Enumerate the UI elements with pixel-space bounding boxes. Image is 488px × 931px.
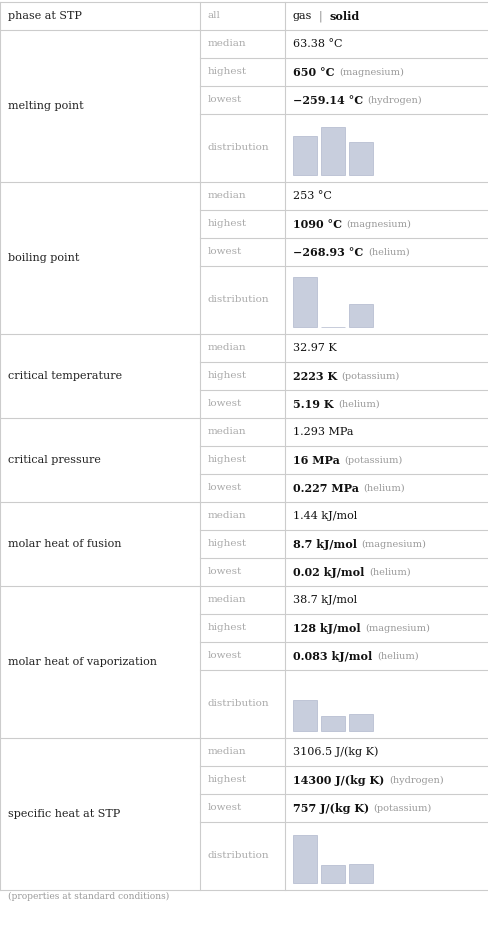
Text: lowest: lowest — [207, 568, 241, 576]
Text: boiling point: boiling point — [8, 253, 79, 263]
Bar — [348, 714, 372, 731]
Text: median: median — [207, 192, 245, 200]
Text: −268.93 °C: −268.93 °C — [292, 247, 362, 258]
Text: median: median — [207, 427, 245, 437]
Text: lowest: lowest — [207, 248, 241, 257]
Text: (helium): (helium) — [368, 568, 410, 576]
Text: 253 °C: 253 °C — [292, 191, 331, 201]
Text: distribution: distribution — [207, 295, 268, 304]
Text: (helium): (helium) — [363, 483, 405, 492]
Text: (magnesium): (magnesium) — [338, 67, 403, 76]
Bar — [292, 700, 316, 731]
Text: (helium): (helium) — [376, 652, 418, 660]
Text: 32.97 K: 32.97 K — [292, 343, 336, 353]
Text: lowest: lowest — [207, 96, 241, 104]
Text: lowest: lowest — [207, 483, 241, 492]
Text: 1.293 MPa: 1.293 MPa — [292, 427, 352, 437]
Text: highest: highest — [207, 68, 246, 76]
Text: (potassium): (potassium) — [373, 803, 431, 813]
Text: lowest: lowest — [207, 652, 241, 660]
Text: median: median — [207, 596, 245, 604]
Text: (helium): (helium) — [367, 248, 408, 257]
Text: critical pressure: critical pressure — [8, 455, 101, 465]
Text: median: median — [207, 748, 245, 757]
Bar — [320, 128, 344, 175]
Text: (magnesium): (magnesium) — [346, 220, 410, 229]
Text: (helium): (helium) — [337, 399, 379, 409]
Text: molar heat of vaporization: molar heat of vaporization — [8, 657, 157, 667]
Text: specific heat at STP: specific heat at STP — [8, 809, 120, 819]
Text: 128 kJ/mol: 128 kJ/mol — [292, 623, 360, 633]
Text: (properties at standard conditions): (properties at standard conditions) — [8, 892, 169, 901]
Text: −259.14 °C: −259.14 °C — [292, 95, 362, 105]
Text: (magnesium): (magnesium) — [361, 539, 426, 548]
Text: 2223 K: 2223 K — [292, 371, 336, 382]
Text: solid: solid — [329, 10, 359, 21]
Text: distribution: distribution — [207, 143, 268, 153]
Text: (potassium): (potassium) — [344, 455, 402, 465]
Text: 0.083 kJ/mol: 0.083 kJ/mol — [292, 651, 371, 662]
Text: 14300 J/(kg K): 14300 J/(kg K) — [292, 775, 383, 786]
Text: lowest: lowest — [207, 399, 241, 409]
Text: |: | — [311, 10, 329, 21]
Text: critical temperature: critical temperature — [8, 371, 122, 381]
Text: lowest: lowest — [207, 803, 241, 813]
Bar — [348, 142, 372, 175]
Text: 16 MPa: 16 MPa — [292, 454, 339, 466]
Text: 3106.5 J/(kg K): 3106.5 J/(kg K) — [292, 747, 377, 757]
Text: (hydrogen): (hydrogen) — [388, 776, 443, 785]
Text: highest: highest — [207, 539, 246, 548]
Text: 38.7 kJ/mol: 38.7 kJ/mol — [292, 595, 356, 605]
Bar — [292, 136, 316, 175]
Bar — [348, 304, 372, 327]
Bar — [292, 277, 316, 327]
Text: (hydrogen): (hydrogen) — [367, 96, 422, 104]
Text: molar heat of fusion: molar heat of fusion — [8, 539, 121, 549]
Text: highest: highest — [207, 455, 246, 465]
Text: median: median — [207, 511, 245, 520]
Bar — [320, 865, 344, 883]
Text: highest: highest — [207, 220, 246, 228]
Text: 0.227 MPa: 0.227 MPa — [292, 482, 358, 493]
Text: 0.02 kJ/mol: 0.02 kJ/mol — [292, 566, 363, 577]
Text: (magnesium): (magnesium) — [365, 624, 429, 632]
Bar — [348, 864, 372, 883]
Bar — [320, 716, 344, 731]
Text: 8.7 kJ/mol: 8.7 kJ/mol — [292, 538, 356, 549]
Text: (potassium): (potassium) — [341, 371, 399, 381]
Text: highest: highest — [207, 624, 246, 632]
Text: 1.44 kJ/mol: 1.44 kJ/mol — [292, 511, 356, 521]
Text: distribution: distribution — [207, 699, 268, 708]
Text: highest: highest — [207, 371, 246, 381]
Text: 650 °C: 650 °C — [292, 66, 333, 77]
Text: median: median — [207, 39, 245, 48]
Text: melting point: melting point — [8, 101, 83, 111]
Text: 63.38 °C: 63.38 °C — [292, 39, 342, 49]
Text: 757 J/(kg K): 757 J/(kg K) — [292, 803, 368, 814]
Text: gas: gas — [292, 11, 311, 21]
Text: all: all — [207, 11, 220, 20]
Text: distribution: distribution — [207, 852, 268, 860]
Text: median: median — [207, 344, 245, 353]
Bar — [292, 835, 316, 883]
Text: highest: highest — [207, 776, 246, 785]
Text: 1090 °C: 1090 °C — [292, 219, 341, 230]
Text: phase at STP: phase at STP — [8, 11, 81, 21]
Text: 5.19 K: 5.19 K — [292, 398, 332, 410]
